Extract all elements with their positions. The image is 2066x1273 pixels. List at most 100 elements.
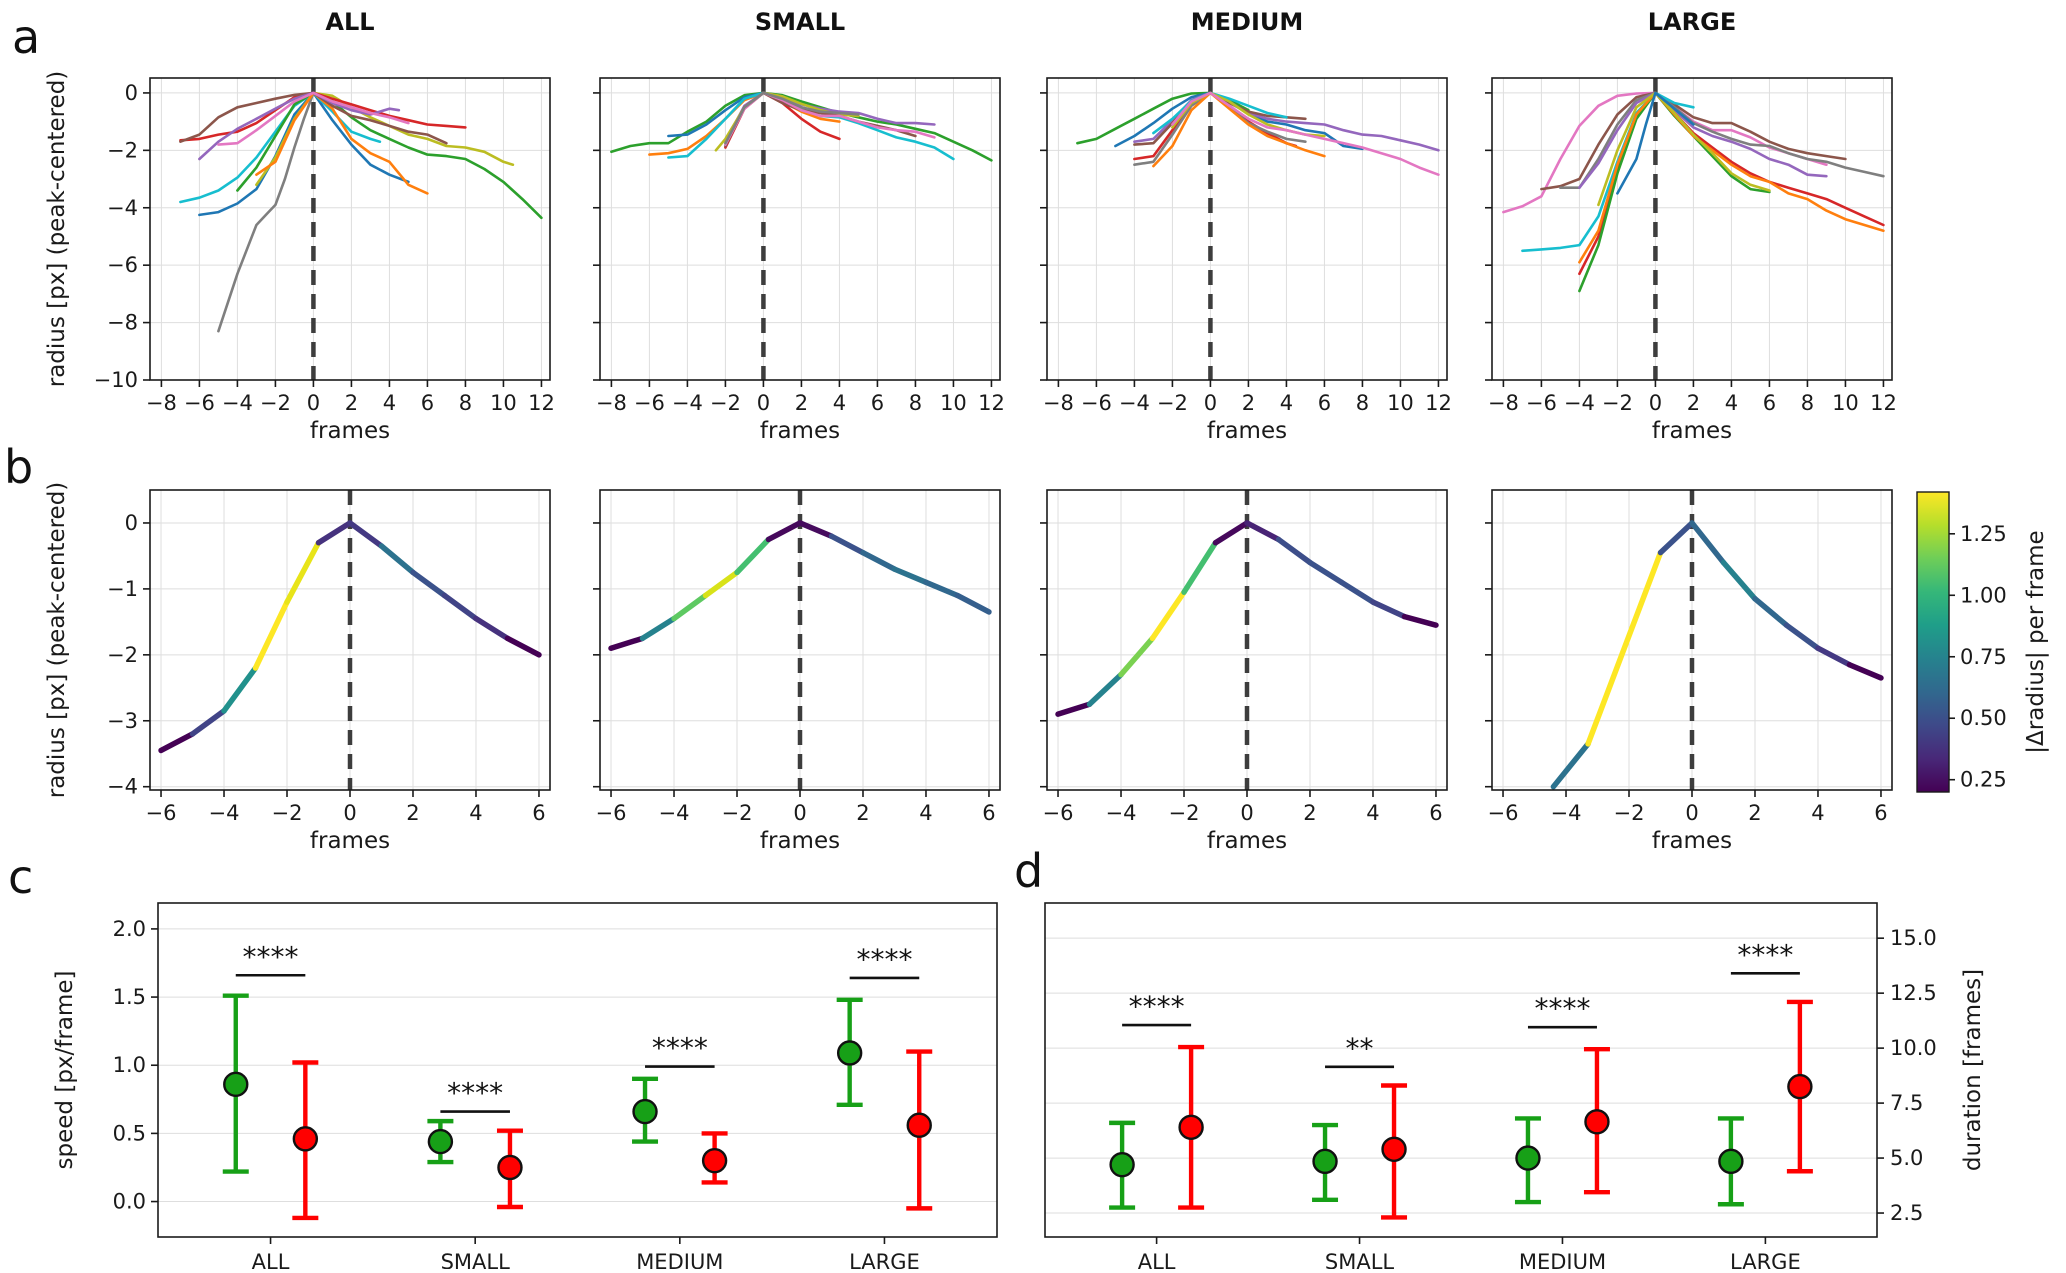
green-mean-marker (1718, 1148, 1744, 1175)
x-tick-label: 6 (532, 801, 545, 825)
x-tick-label: 10 (490, 391, 517, 415)
category-label: ALL (1138, 1250, 1176, 1269)
x-tick-label: −8 (1488, 391, 1519, 415)
category-label: MEDIUM (636, 1250, 723, 1269)
colorbar-gradient (1916, 491, 1950, 793)
trajectory-line (1171, 91, 1440, 176)
line-series-group (610, 91, 993, 162)
axes: −8 −6 −4 −2 0 2 4 6 8 10 12 0 −2 −4 −6 −8 −10 ALL frames ra… (44, 8, 555, 444)
x-tick-label: −2 (722, 801, 753, 825)
y-tick-label: −1 (107, 577, 138, 601)
colorbar-tick-label: 0.50 (1960, 706, 2007, 730)
colorbar-label: |Δradius| per frame (2023, 530, 2049, 753)
mean-trajectory-segment (1657, 520, 1695, 556)
y-tick-label: −4 (107, 775, 138, 799)
red-mean-marker (701, 1147, 728, 1174)
x-axis-label: frames (310, 828, 390, 854)
y-tick-label: 15.0 (1890, 926, 1937, 950)
mean-trajectory-segment (860, 549, 898, 572)
green-mean-marker (1515, 1145, 1541, 1171)
mean-trajectory-segment (1401, 613, 1439, 628)
green-mean-marker (223, 1071, 249, 1098)
x-tick-label: 8 (1801, 391, 1814, 415)
x-tick-label: 4 (833, 391, 846, 415)
x-tick-label: −4 (672, 391, 703, 415)
y-tick-label: 5.0 (1890, 1146, 1923, 1170)
x-tick-label: 0 (307, 391, 320, 415)
green-errorbar (1109, 1120, 1136, 1210)
x-tick-label: −6 (146, 801, 177, 825)
y-tick-label: 12.5 (1890, 981, 1937, 1005)
x-tick-label: 0 (1240, 801, 1253, 825)
x-tick-label: 2 (1687, 391, 1700, 415)
trajectory-line (1521, 91, 1695, 253)
x-tick-label: 10 (1387, 391, 1414, 415)
gradient-line (1055, 520, 1439, 717)
x-tick-label: 8 (909, 391, 922, 415)
x-tick-label: 4 (1280, 391, 1293, 415)
x-tick-label: −2 (710, 391, 741, 415)
mean-trajectory-segment (221, 665, 259, 714)
mean-trajectory-segment (923, 579, 961, 599)
red-mean-marker (1381, 1136, 1407, 1162)
green-errorbar (1717, 1116, 1744, 1207)
panel-title: ALL (325, 8, 374, 36)
panel-title: MEDIUM (1191, 8, 1304, 36)
x-tick-label: 6 (871, 391, 884, 415)
x-tick-label: 12 (1870, 391, 1897, 415)
green-mean-marker (836, 1040, 863, 1066)
axes: −6 −4 −2 0 2 4 6 0 −1 −2 −3 −4 frames radius [px] (pe… (44, 482, 551, 854)
line-series-group (1502, 91, 1885, 293)
x-tick-label: 0 (757, 391, 770, 415)
gridlines (600, 78, 1000, 381)
x-tick-label: 2 (1242, 391, 1255, 415)
x-tick-label: 0 (1204, 391, 1217, 415)
y-axis-label: duration [frames] (1960, 969, 1986, 1171)
x-tick-label: −4 (659, 801, 690, 825)
significance-stars: **** (856, 943, 912, 976)
plot-spines (1491, 77, 1893, 381)
x-tick-label: −2 (272, 801, 303, 825)
significance-stars: **** (1534, 992, 1590, 1025)
panel-b-all: −6 −4 −2 0 2 4 6 0 −1 −2 −3 −4 frames radius [px] (pe… (44, 482, 551, 854)
gridlines (158, 928, 997, 1203)
plot-spines (149, 77, 551, 381)
x-tick-label: 2 (856, 801, 869, 825)
panel-title: SMALL (755, 8, 845, 36)
category-label: MEDIUM (1519, 1250, 1606, 1269)
panel-a-large: −8 −6 −4 −2 0 2 4 6 8 10 12 LARGE frames (1485, 8, 1897, 444)
red-errorbar (1786, 999, 1813, 1174)
line-series-group (179, 91, 543, 333)
x-tick-label: 6 (1763, 391, 1776, 415)
mean-trajectory-segment (828, 533, 866, 556)
mean-trajectory-segment (1720, 559, 1758, 602)
panel-a-all: −8 −6 −4 −2 0 2 4 6 8 10 12 0 −2 −4 −6 −8 −10 ALL frames ra… (44, 8, 555, 444)
panel-b-small: −6 −4 −2 0 2 4 6 frames (593, 489, 1001, 854)
green-errorbar (1514, 1116, 1541, 1205)
y-axis-label: radius [px] (peak-centered) (44, 482, 70, 799)
red-errorbar (701, 1131, 728, 1185)
significance-stars: **** (447, 1077, 503, 1110)
mean-trajectory-segment (1244, 520, 1282, 543)
x-axis-label: frames (760, 828, 840, 854)
y-tick-label: 2.0 (113, 917, 146, 941)
plot-spines (599, 77, 1001, 381)
mean-trajectory-segment (284, 539, 322, 605)
mean-trajectory-segment (702, 569, 740, 599)
mean-trajectory-segment (347, 520, 385, 549)
x-tick-label: −2 (1614, 801, 1645, 825)
mean-trajectory-segment (158, 731, 196, 754)
x-axis-label: frames (760, 418, 840, 444)
x-tick-label: 4 (383, 391, 396, 415)
x-tick-label: 12 (528, 391, 555, 415)
green-errorbar (836, 997, 863, 1107)
mean-trajectory-segment (954, 592, 992, 615)
x-tick-label: 2 (406, 801, 419, 825)
x-tick-label: 4 (919, 801, 932, 825)
x-tick-label: 2 (345, 391, 358, 415)
x-tick-label: −8 (596, 391, 627, 415)
x-tick-label: 10 (940, 391, 967, 415)
y-tick-label: 10.0 (1890, 1036, 1937, 1060)
significance-stars: **** (243, 940, 299, 973)
